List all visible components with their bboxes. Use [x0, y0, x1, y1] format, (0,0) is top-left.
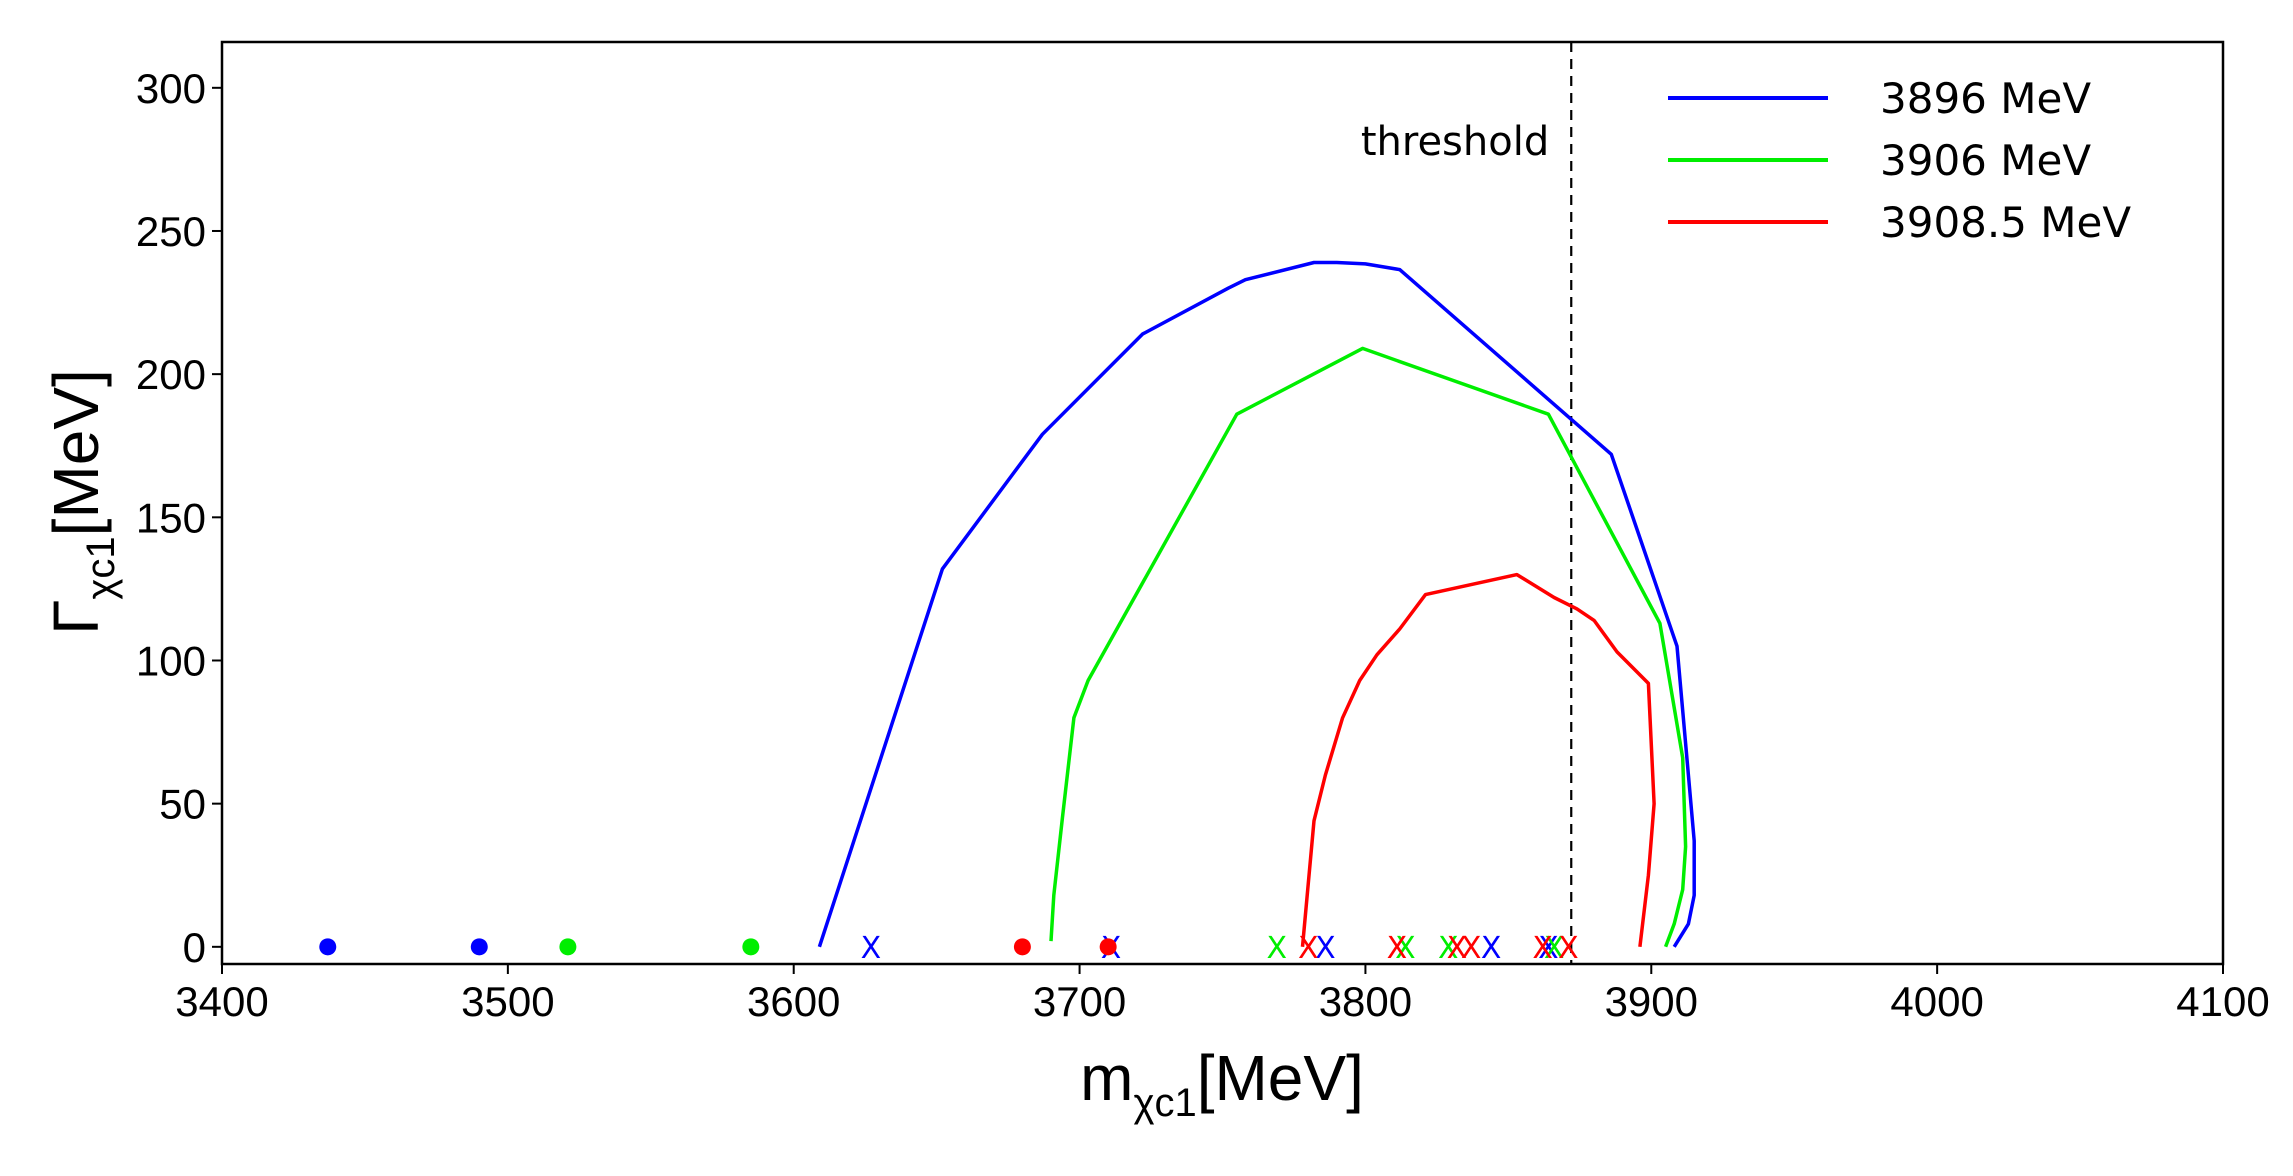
threshold-label: threshold	[1361, 119, 1549, 165]
y-tick-label: 50	[159, 781, 206, 828]
x-axis-label: mχc1[MeV]	[1080, 1042, 1364, 1125]
series-line	[817, 260, 1696, 948]
x-tick-label: 3600	[747, 978, 840, 1025]
pole-dot	[470, 938, 488, 956]
ticks: 3400 3500 3600 3700 3800 3900 4000 4100 0 50 100 15…	[136, 65, 2270, 1025]
x-tick-label: 3400	[175, 978, 268, 1025]
legend: 3896 MeV 3906 MeV 3908.5 MeV	[1668, 74, 2131, 247]
y-tick-label: 250	[136, 208, 206, 255]
threshold: threshold	[1361, 42, 1573, 964]
pole-dot	[1013, 938, 1031, 956]
pole-dot	[319, 938, 337, 956]
x-marker: X	[1387, 931, 1408, 966]
y-tick-label: 0	[183, 924, 206, 971]
x-tick-label: 3500	[461, 978, 554, 1025]
x-marker: X	[1461, 931, 1482, 966]
series-line	[1049, 346, 1688, 948]
x-marker: X	[1438, 931, 1459, 966]
pole-dot	[1099, 938, 1117, 956]
x-marker: X	[1267, 931, 1288, 966]
y-axis-label: Γχc1[MeV]	[40, 369, 123, 635]
y-tick-label: 300	[136, 65, 206, 112]
x-tick-label: 3700	[1033, 978, 1126, 1025]
y-tick-label: 200	[136, 351, 206, 398]
pole-dot	[742, 938, 760, 956]
x-marker: X	[1447, 931, 1468, 966]
plot-frame	[220, 40, 2225, 966]
pole-dot	[559, 938, 577, 956]
legend-label: 3906 MeV	[1880, 136, 2091, 185]
x-tick-label: 4000	[1890, 978, 1983, 1025]
x-marker: X	[861, 931, 882, 966]
series-3908-5-mev: X X XX X X	[1013, 572, 1656, 966]
y-tick-label: 150	[136, 494, 206, 541]
x-tick-label: 4100	[2176, 978, 2269, 1025]
x-marker: X	[1315, 931, 1336, 966]
x-marker: X	[1395, 931, 1416, 966]
series: XXXXXXXXXXXXXXX	[319, 260, 1696, 966]
x-marker: X	[1538, 931, 1559, 966]
x-marker: X	[1558, 931, 1579, 966]
x-marker: X	[1298, 931, 1319, 966]
x-marker: X	[1544, 931, 1565, 966]
x-tick-label: 3900	[1605, 978, 1698, 1025]
y-tick-label: 100	[136, 637, 206, 684]
legend-label: 3908.5 MeV	[1880, 198, 2131, 247]
x-marker: X	[1481, 931, 1502, 966]
x-marker: X	[1532, 931, 1553, 966]
series-line	[1300, 572, 1656, 948]
x-tick-label: 3800	[1319, 978, 1412, 1025]
legend-label: 3896 MeV	[1880, 74, 2091, 123]
